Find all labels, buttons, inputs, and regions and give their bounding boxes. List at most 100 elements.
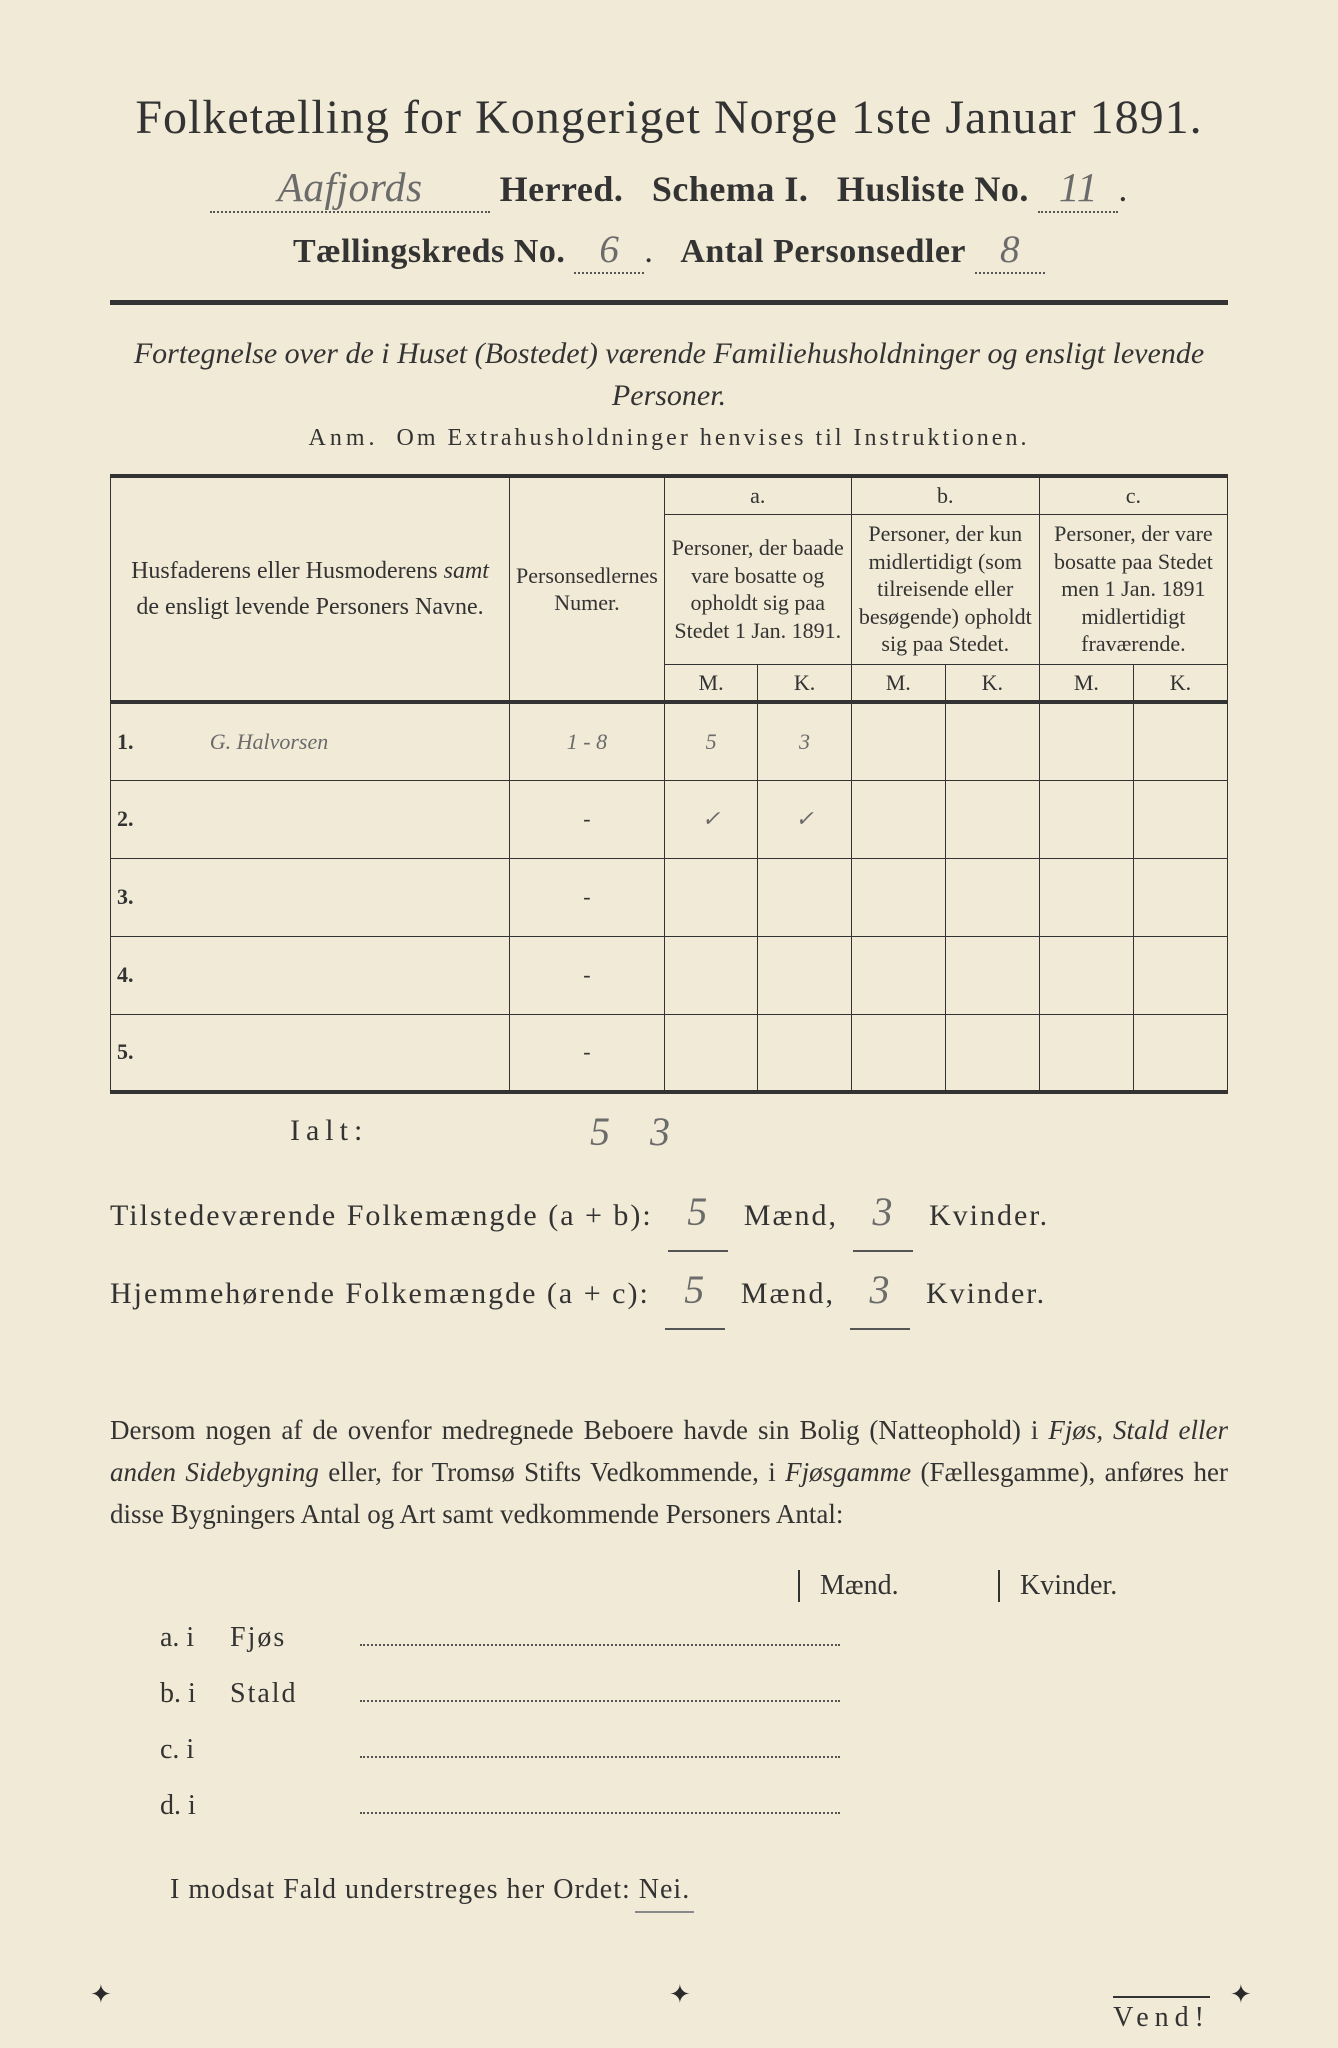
row-b-m	[851, 1014, 945, 1092]
row-c-k	[1133, 858, 1227, 936]
row-c-m	[1039, 702, 1133, 780]
census-form-page: Folketælling for Kongeriget Norge 1ste J…	[0, 0, 1338, 2048]
header-line-1: Aafjords Herred. Schema I. Husliste No. …	[110, 163, 1228, 213]
row-b-k	[945, 936, 1039, 1014]
table-row: 3. -	[111, 858, 1228, 936]
table-row: 2.-✓✓	[111, 780, 1228, 858]
row-a-k: 3	[758, 702, 851, 780]
col-a-m: M.	[664, 664, 758, 702]
row-c-k	[1133, 1014, 1227, 1092]
summary-line-2: Hjemmehørende Folkemængde (a + c): 5 Mæn…	[110, 1252, 1228, 1330]
row-name: G. Halvorsen	[204, 702, 510, 780]
summary-2-label: Hjemmehørende Folkemængde (a + c):	[110, 1277, 650, 1310]
summary-1-label: Tilstedeværende Folkemængde (a + b):	[110, 1199, 653, 1232]
dotted-line	[360, 1700, 840, 1702]
kreds-value: 6	[574, 227, 644, 274]
subtitle: Fortegnelse over de i Huset (Bostedet) v…	[110, 333, 1228, 417]
pinhole-icon: ✦	[90, 1980, 108, 1998]
row-number: 4.	[111, 936, 204, 1014]
row-c-k	[1133, 780, 1227, 858]
row-c-k	[1133, 702, 1227, 780]
row-numer: -	[510, 858, 665, 936]
row-name	[204, 1014, 510, 1092]
row-b-k	[945, 780, 1039, 858]
row-a-m	[664, 858, 758, 936]
col-a-k: K.	[758, 664, 851, 702]
row-c-m	[1039, 1014, 1133, 1092]
row-b-m	[851, 780, 945, 858]
summary-1-m: 5	[668, 1174, 728, 1252]
row-name	[204, 780, 510, 858]
ialt-label: Ialt:	[290, 1114, 368, 1147]
building-list: a. iFjøsb. iStaldc. id. i	[160, 1610, 1228, 1834]
row-numer: -	[510, 1014, 665, 1092]
row-a-m	[664, 1014, 758, 1092]
col-a-text: Personer, der baade vare bosatte og opho…	[664, 514, 851, 664]
anm-text: Om Extrahusholdninger henvises til Instr…	[397, 425, 1030, 451]
nei-text: I modsat Fald understreges her Ordet:	[170, 1874, 631, 1905]
anm-label: Anm.	[309, 425, 379, 451]
row-number: 1.	[111, 702, 204, 780]
nei-line: I modsat Fald understreges her Ordet: Ne…	[170, 1874, 1228, 1906]
mk-header: Mænd. Kvinder.	[110, 1570, 1228, 1602]
table-row: 1.G. Halvorsen1 - 853	[111, 702, 1228, 780]
col-b-text: Personer, der kun midlertidigt (som tilr…	[851, 514, 1039, 664]
header-line-2: Tællingskreds No. 6. Antal Personsedler …	[110, 227, 1228, 274]
row-a-m: ✓	[664, 780, 758, 858]
husliste-label: Husliste No.	[837, 169, 1029, 209]
row-numer: 1 - 8	[510, 702, 665, 780]
summary-1-mid: Mænd,	[744, 1199, 838, 1232]
divider	[110, 300, 1228, 305]
row-a-k	[758, 858, 851, 936]
summary-2-end: Kvinder.	[926, 1277, 1046, 1310]
row-c-m	[1039, 780, 1133, 858]
pinhole-icon: ✦	[1230, 1980, 1248, 1998]
summary-2-k: 3	[850, 1252, 910, 1330]
dotted-line	[360, 1812, 840, 1814]
col-names: Husfaderens eller Husmoderens samt de en…	[111, 476, 510, 702]
building-row: b. iStald	[160, 1666, 1228, 1722]
sedler-label: Antal Personsedler	[680, 233, 966, 270]
col-c-k: K.	[1133, 664, 1227, 702]
summary-2-m: 5	[665, 1252, 725, 1330]
building-row: c. i	[160, 1722, 1228, 1778]
col-b-m: M.	[851, 664, 945, 702]
col-c-m: M.	[1039, 664, 1133, 702]
col-a-label: a.	[664, 476, 851, 514]
summary-block: Tilstedeværende Folkemængde (a + b): 5 M…	[110, 1174, 1228, 1330]
building-loc: Stald	[230, 1666, 360, 1722]
building-row: a. iFjøs	[160, 1610, 1228, 1666]
row-number: 2.	[111, 780, 204, 858]
row-b-m	[851, 936, 945, 1014]
col-numer: Personsedlernes Numer.	[510, 476, 665, 702]
row-c-k	[1133, 936, 1227, 1014]
building-lbl: a. i	[160, 1610, 230, 1666]
row-b-m	[851, 858, 945, 936]
row-b-k	[945, 702, 1039, 780]
building-lbl: c. i	[160, 1722, 230, 1778]
row-b-k	[945, 858, 1039, 936]
building-paragraph: Dersom nogen af de ovenfor medregnede Be…	[110, 1410, 1228, 1536]
col-c-label: c.	[1039, 476, 1227, 514]
table-row: 4.-	[111, 936, 1228, 1014]
row-a-k	[758, 1014, 851, 1092]
herred-label: Herred.	[500, 169, 624, 209]
row-a-k: ✓	[758, 780, 851, 858]
schema-label: Schema I.	[652, 169, 809, 209]
building-loc: Fjøs	[230, 1610, 360, 1666]
summary-1-end: Kvinder.	[929, 1199, 1049, 1232]
summary-line-1: Tilstedeværende Folkemængde (a + b): 5 M…	[110, 1174, 1228, 1252]
summary-1-k: 3	[853, 1174, 913, 1252]
dotted-line	[360, 1644, 840, 1646]
row-number: 3.	[111, 858, 204, 936]
anm-note: Anm. Om Extrahusholdninger henvises til …	[110, 425, 1228, 452]
nei-word: Nei.	[639, 1874, 690, 1907]
ialt-m: 5	[590, 1109, 650, 1154]
census-table: Husfaderens eller Husmoderens samt de en…	[110, 474, 1228, 1094]
col-c-text: Personer, der vare bosatte paa Stedet me…	[1039, 514, 1227, 664]
col-b-k: K.	[945, 664, 1039, 702]
row-a-k	[758, 936, 851, 1014]
ialt-k: 3	[650, 1109, 710, 1154]
ialt-row: Ialt: 53	[290, 1114, 1228, 1148]
herred-value: Aafjords	[210, 163, 490, 213]
